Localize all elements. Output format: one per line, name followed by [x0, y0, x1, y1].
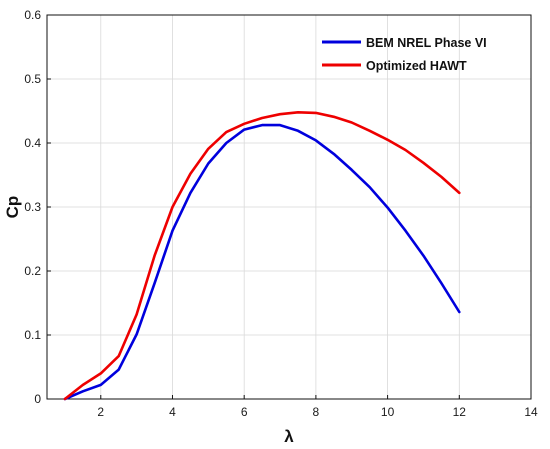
x-tick-label: 2: [97, 405, 104, 419]
x-tick-label: 4: [169, 405, 176, 419]
y-axis-label: Cp: [3, 196, 22, 219]
legend-entry-optimized: Optimized HAWT: [366, 59, 467, 73]
series-lines: [63, 111, 461, 401]
x-tick-label: 14: [524, 405, 538, 419]
x-tick-label: 8: [313, 405, 320, 419]
y-tick-label: 0.6: [24, 8, 41, 22]
y-tick-label: 0.1: [24, 328, 41, 342]
x-axis-label: λ: [284, 427, 294, 446]
y-tick-label: 0.5: [24, 72, 41, 86]
y-tick-label: 0.3: [24, 200, 41, 214]
legend: BEM NREL Phase VI Optimized HAWT: [322, 36, 487, 73]
series-line-bem: [63, 123, 461, 401]
legend-entry-bem: BEM NREL Phase VI: [366, 36, 487, 50]
series-line-optimized: [63, 111, 461, 401]
x-tick-label: 12: [453, 405, 467, 419]
y-tick-label: 0: [34, 392, 41, 406]
y-tick-label: 0.2: [24, 264, 41, 278]
x-tick-label: 6: [241, 405, 248, 419]
axis-ticks: 2 4 6 8 10 12 14 0 0.1 0.2 0.3 0.4 0.5 0.6: [24, 8, 538, 419]
x-tick-label: 10: [381, 405, 395, 419]
y-tick-label: 0.4: [24, 136, 41, 150]
